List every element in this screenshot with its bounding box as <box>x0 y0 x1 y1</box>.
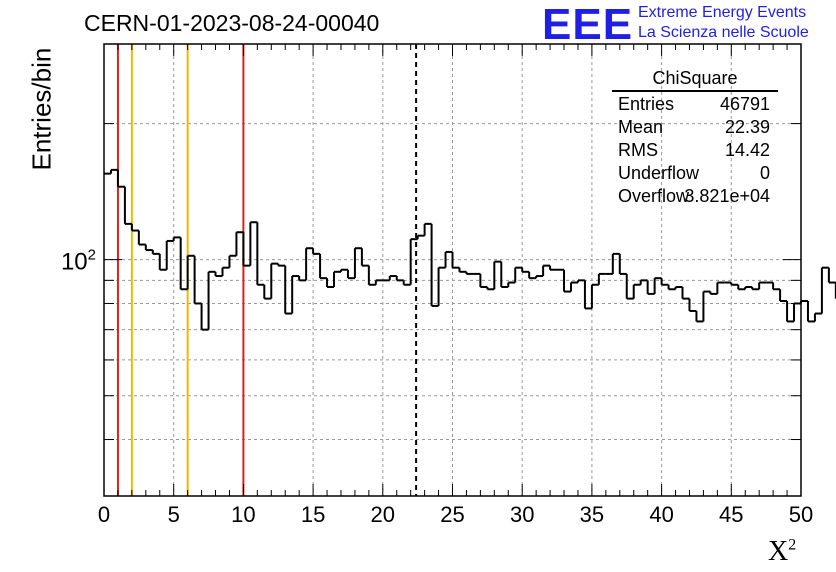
stats-value: 46791 <box>719 94 770 114</box>
chart-title: CERN-01-2023-08-24-00040 <box>84 10 380 36</box>
x-tick-label: 25 <box>440 502 464 527</box>
stats-key: Underflow <box>618 163 700 183</box>
y-tick-label: 102 <box>61 247 96 276</box>
stats-key: Mean <box>618 117 664 137</box>
stats-value: 3.821e+04 <box>684 186 770 206</box>
x-tick-label: 35 <box>580 502 604 527</box>
x-axis-label-base: X <box>768 536 789 567</box>
stats-value: 22.39 <box>724 117 770 137</box>
stats-row-underflow: Underflow 0 <box>612 161 778 184</box>
stats-key: RMS <box>618 140 658 160</box>
stats-box: ChiSquare Entries 46791 Mean 22.39 RMS 1… <box>612 68 778 207</box>
stats-row-rms: RMS 14.42 <box>612 138 778 161</box>
x-tick-label: 45 <box>719 502 743 527</box>
stats-row-mean: Mean 22.39 <box>612 115 778 138</box>
x-tick-label: 5 <box>168 502 180 527</box>
stats-row-overflow: Overflow 3.821e+04 <box>612 184 778 207</box>
stats-key: Overflow <box>618 186 690 206</box>
logo-line-2: La Scienza nelle Scuole <box>638 24 809 41</box>
stats-row-entries: Entries 46791 <box>612 92 778 115</box>
x-tick-label: 20 <box>371 502 395 527</box>
y-tick-label-exponent: 2 <box>88 247 96 264</box>
x-tick-label: 10 <box>231 502 255 527</box>
stats-key: Entries <box>618 94 675 114</box>
x-axis-label: X2 <box>768 536 796 568</box>
stats-value: 0 <box>759 163 770 183</box>
eee-logo: EEE <box>542 0 634 49</box>
stats-value: 14.42 <box>724 140 770 160</box>
x-tick-label: 40 <box>649 502 673 527</box>
x-axis-label-exponent: 2 <box>788 536 797 554</box>
x-tick-label: 15 <box>301 502 325 527</box>
x-tick-label: 50 <box>789 502 813 527</box>
stats-title: ChiSquare <box>612 68 778 92</box>
x-tick-label: 0 <box>98 502 110 527</box>
x-tick-label: 30 <box>510 502 534 527</box>
logo-line-1: Extreme Energy Events <box>638 4 807 21</box>
